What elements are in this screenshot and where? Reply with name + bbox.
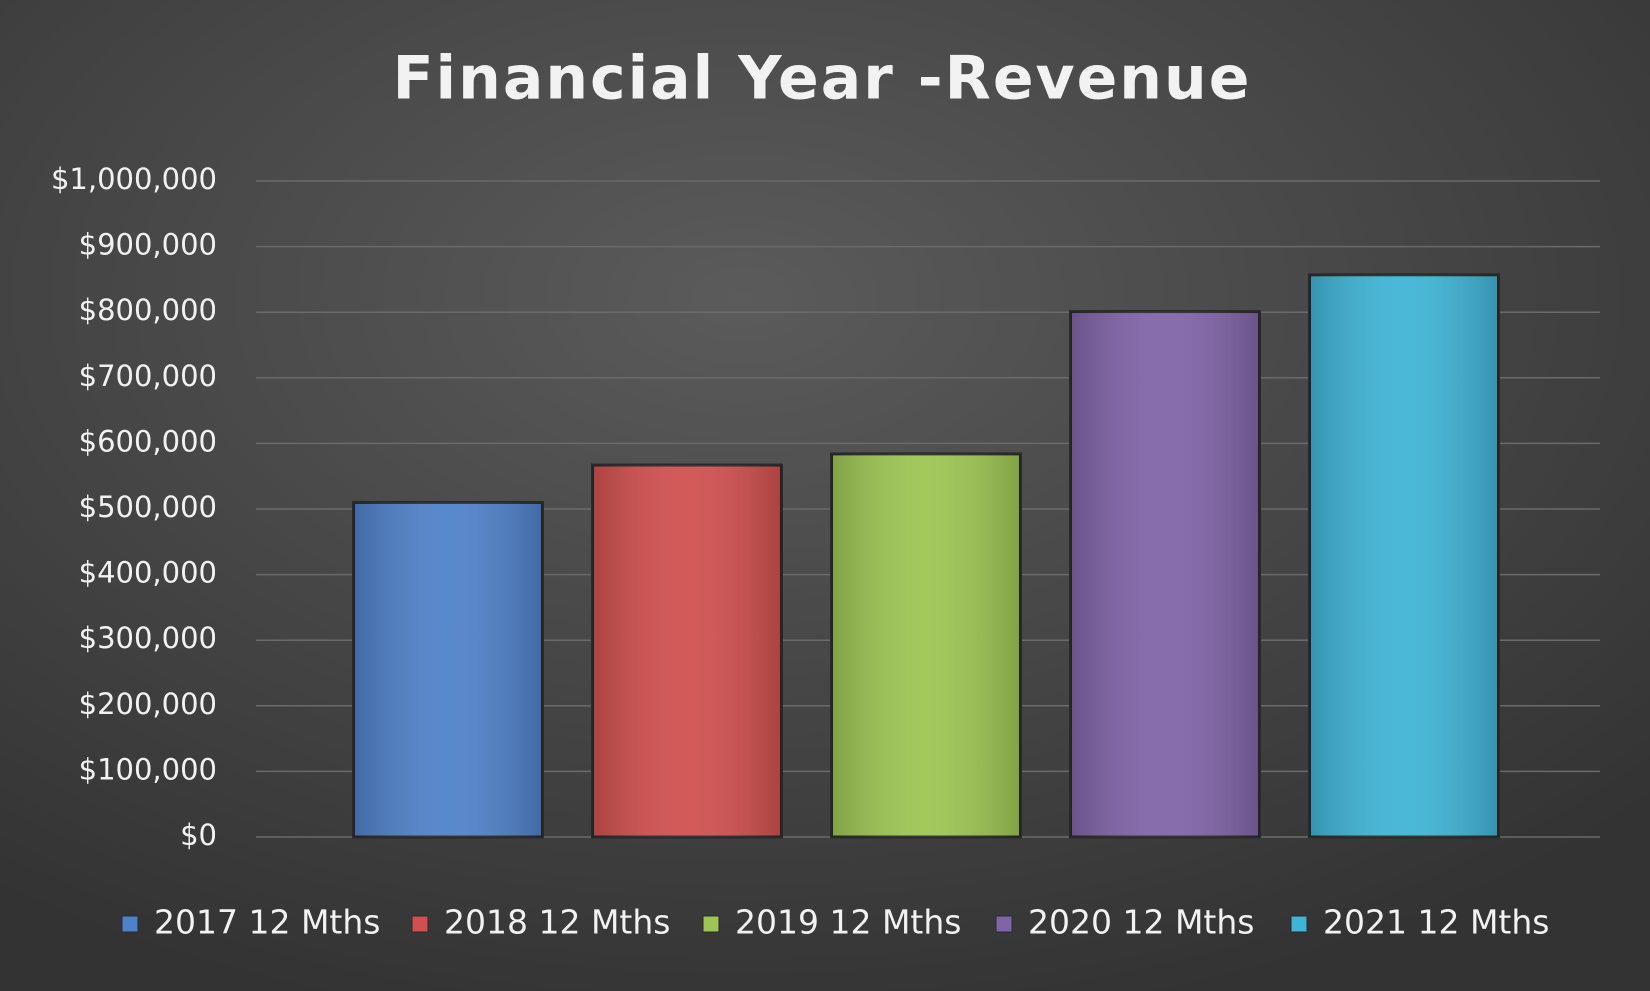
y-tick-label: $0 bbox=[180, 818, 217, 852]
y-tick-label: $900,000 bbox=[79, 228, 217, 262]
legend-label: 2020 12 Mths bbox=[1028, 903, 1254, 942]
legend-label: 2019 12 Mths bbox=[735, 903, 961, 942]
bar-shade bbox=[353, 502, 543, 837]
legend-marker bbox=[1290, 915, 1308, 933]
y-tick-label: $100,000 bbox=[79, 752, 217, 786]
y-tick-label: $300,000 bbox=[79, 621, 217, 655]
y-tick-label: $800,000 bbox=[79, 293, 217, 327]
legend-label: 2017 12 Mths bbox=[154, 903, 380, 942]
legend-marker bbox=[411, 915, 429, 933]
bar-shade bbox=[592, 465, 782, 837]
y-tick-label: $400,000 bbox=[79, 556, 217, 590]
bar-shade bbox=[1309, 274, 1499, 838]
legend-marker bbox=[995, 915, 1013, 933]
y-tick-label: $200,000 bbox=[79, 687, 217, 721]
legend-label: 2018 12 Mths bbox=[444, 903, 670, 942]
legend-label: 2021 12 Mths bbox=[1323, 903, 1549, 942]
bar-shade bbox=[1070, 311, 1260, 837]
y-tick-label: $600,000 bbox=[79, 424, 217, 458]
legend-marker bbox=[702, 915, 720, 933]
y-tick-label: $500,000 bbox=[79, 490, 217, 524]
y-tick-label: $1,000,000 bbox=[51, 162, 217, 196]
chart-title: Financial Year -Revenue bbox=[393, 44, 1252, 114]
y-tick-label: $700,000 bbox=[79, 359, 217, 393]
bar-shade bbox=[831, 453, 1021, 837]
legend-marker bbox=[121, 915, 139, 933]
